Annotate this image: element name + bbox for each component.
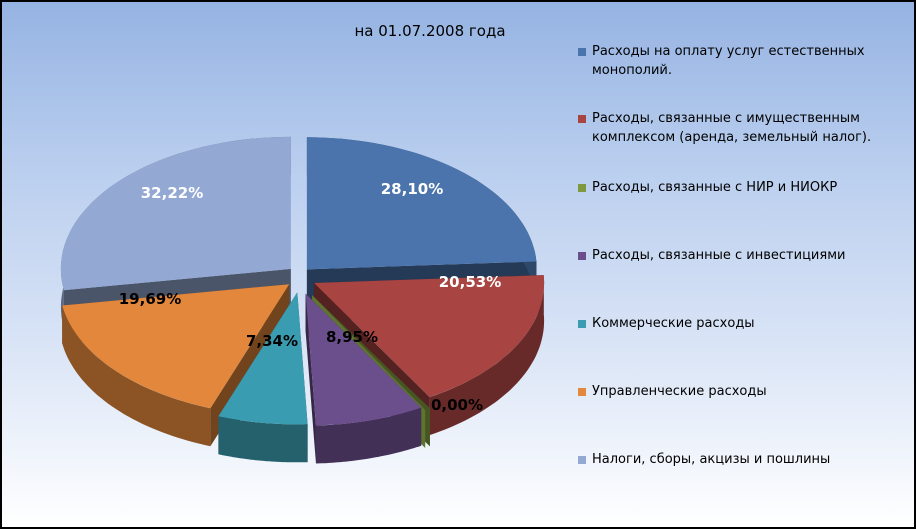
legend-item-5: Управленческие расходы (578, 382, 898, 401)
legend-swatch-0 (578, 48, 586, 56)
legend-item-1: Расходы, связанные с имущественным компл… (578, 109, 898, 147)
legend-label-5: Управленческие расходы (592, 384, 767, 399)
data-label-4: 7,34% (246, 332, 298, 350)
legend-label-6: Налоги, сборы, акцизы и пошлины (592, 452, 831, 467)
legend-swatch-3 (578, 252, 586, 260)
pie-slice-3 (305, 293, 422, 464)
data-label-3: 8,95% (326, 328, 378, 346)
legend-swatch-5 (578, 388, 586, 396)
legend-swatch-2 (578, 184, 586, 192)
legend-swatch-6 (578, 456, 586, 464)
pie-chart: 28,10% 20,53% 0,00% 8,95% 7,34% 19,69% 32,22% (60, 136, 545, 464)
chart-title: на 01.07.2008 года (354, 22, 506, 40)
legend-item-3: Расходы, связанные с инвестициями (578, 246, 898, 265)
legend-label-0: Расходы на оплату услуг естественных мон… (592, 44, 865, 78)
legend-label-1: Расходы, связанные с имущественным компл… (592, 111, 872, 145)
data-label-6: 32,22% (141, 184, 203, 202)
data-label-1: 20,53% (439, 273, 501, 291)
legend-item-2: Расходы, связанные с НИР и НИОКР (578, 178, 898, 197)
legend-swatch-1 (578, 115, 586, 123)
data-label-5: 19,69% (119, 290, 181, 308)
data-label-2: 0,00% (431, 396, 483, 414)
pie-slice-4 (218, 292, 308, 463)
legend-item-4: Коммерческие расходы (578, 314, 898, 333)
legend-item-6: Налоги, сборы, акцизы и пошлины (578, 450, 898, 469)
legend-item-0: Расходы на оплату услуг естественных мон… (578, 42, 898, 80)
legend-label-4: Коммерческие расходы (592, 316, 755, 331)
legend-label-3: Расходы, связанные с инвестициями (592, 248, 846, 263)
legend-swatch-4 (578, 320, 586, 328)
legend-label-2: Расходы, связанные с НИР и НИОКР (592, 180, 838, 195)
data-label-0: 28,10% (381, 180, 443, 198)
